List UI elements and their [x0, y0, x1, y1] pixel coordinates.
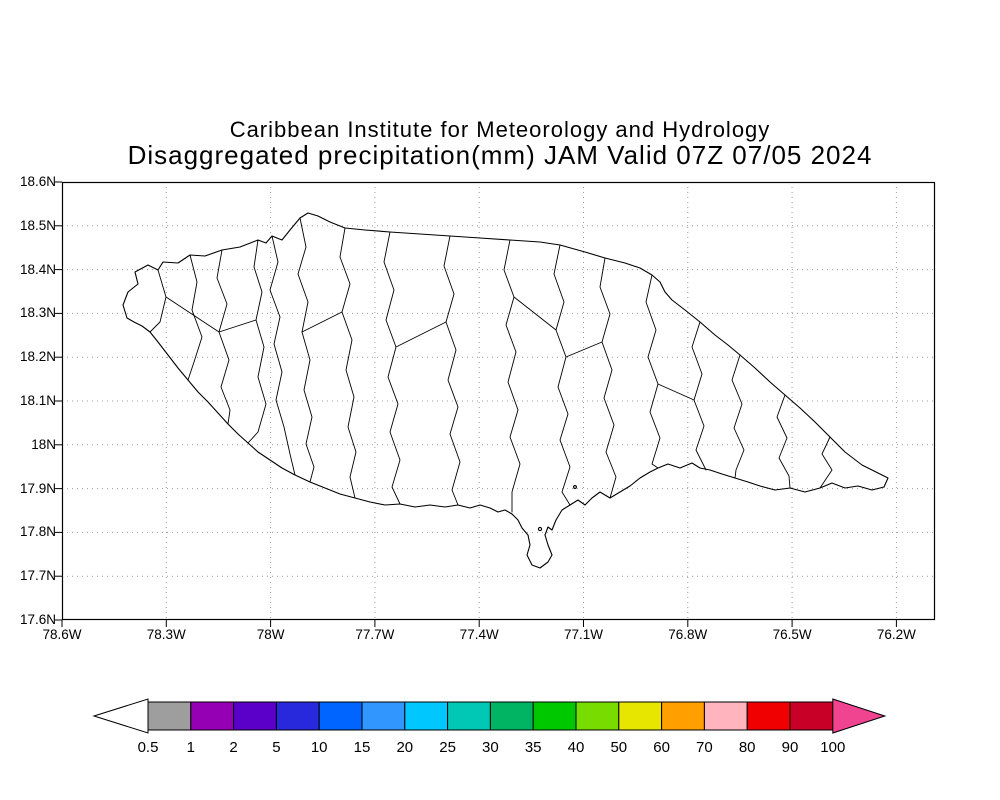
colorbar-segment — [447, 701, 491, 731]
lat-label: 18.3N — [19, 305, 56, 321]
colorbar-tick-label: 80 — [739, 739, 756, 756]
colorbar-tick-label: 0.5 — [138, 739, 159, 756]
watershed-boundary — [216, 249, 231, 425]
lat-label: 17.9N — [19, 480, 56, 496]
lon-label: 77.7W — [355, 627, 395, 642]
colorbar-tick-label: 20 — [396, 739, 413, 756]
watershed-boundary — [149, 269, 167, 333]
jamaica-coastline — [122, 212, 889, 569]
colorbar-tick-label: 15 — [354, 739, 371, 756]
page-title: Caribbean Institute for Meteorology and … — [229, 117, 771, 142]
watershed-boundary — [691, 321, 707, 471]
watershed-boundary — [383, 231, 401, 505]
lat-label: 18.4N — [19, 261, 56, 277]
watershed-boundary — [187, 254, 203, 381]
colorbar-segment — [233, 701, 277, 731]
colorbar-segment — [618, 701, 663, 731]
colorbar-tick-label: 2 — [229, 739, 237, 756]
watershed-boundary — [339, 227, 357, 499]
colorbar-tick-label: 25 — [439, 739, 456, 756]
watershed-boundary — [301, 311, 343, 333]
islet — [573, 485, 577, 489]
watershed-boundary — [819, 436, 833, 489]
colorbar-segment — [746, 701, 791, 731]
watershed-boundary — [565, 341, 603, 358]
jamaica-map-layer — [122, 212, 889, 569]
watershed-boundary — [513, 296, 557, 331]
grid-layer — [55, 181, 935, 627]
watershed-boundary — [503, 239, 521, 513]
lat-label: 18.6N — [19, 174, 56, 189]
colorbar-tick-label: 90 — [782, 739, 799, 756]
colorbar-segment — [575, 701, 620, 731]
colorbar-tick-label: 10 — [311, 739, 328, 756]
colorbar-segment — [361, 701, 406, 731]
lon-label: 76.8W — [668, 627, 708, 642]
colorbar-tick-label: 1 — [187, 739, 195, 756]
colorbar-segment — [190, 701, 235, 731]
colorbar-tick-label: 5 — [272, 739, 280, 756]
watershed-boundary — [218, 319, 257, 333]
lon-label: 77.4W — [459, 627, 499, 642]
watershed-boundary — [645, 274, 661, 469]
lon-label: 78.6W — [42, 627, 82, 642]
lon-label: 77.1W — [563, 627, 604, 642]
plot-frame — [61, 181, 936, 621]
page-subtitle: Disaggregated precipitation(mm) JAM Vali… — [127, 140, 873, 170]
watershed-boundary — [657, 383, 695, 401]
watershed-boundary — [731, 354, 745, 479]
colorbar-tick-label: 100 — [820, 739, 845, 756]
colorbar-segment — [789, 701, 834, 731]
colorbar-segment — [489, 701, 534, 731]
watershed-boundary — [297, 217, 315, 483]
colorbar-segment — [318, 701, 363, 731]
lat-label: 17.7N — [19, 568, 56, 584]
precipitation-colorbar: 0.5 1 2 5 10 15 20 25 30 35 40 50 60 70 80 90 100 — [92, 698, 887, 756]
colorbar-tick-label: 30 — [482, 739, 499, 756]
lon-label: 76.5W — [772, 627, 812, 642]
watershed-boundary — [247, 239, 267, 444]
colorbar-segment — [703, 701, 748, 731]
colorbar-left-arrow — [92, 698, 149, 734]
colorbar-tick-label: 50 — [610, 739, 627, 756]
watershed-boundary — [599, 257, 617, 499]
watershed-boundary — [395, 321, 447, 348]
lat-label: 17.6N — [19, 612, 56, 627]
lon-label: 78.3W — [146, 627, 186, 642]
lat-label: 18N — [31, 436, 56, 452]
colorbar-tick-label: 70 — [696, 739, 713, 756]
colorbar-tick-label: 40 — [568, 739, 585, 756]
watershed-boundary — [443, 235, 461, 506]
colorbar-segment — [661, 701, 705, 731]
lat-label: 18.1N — [19, 393, 56, 408]
colorbar-tick-label: 35 — [525, 739, 542, 756]
lon-label: 76.2W — [876, 627, 916, 642]
colorbar-segment — [275, 701, 320, 731]
watershed-boundary — [165, 296, 220, 333]
map-plot — [55, 181, 936, 627]
colorbar-tick-label: 60 — [653, 739, 670, 756]
lat-label: 17.8N — [19, 524, 56, 540]
watershed-boundary — [776, 394, 791, 489]
watershed-boundary — [269, 235, 296, 476]
watershed-boundary — [553, 244, 571, 506]
colorbar-segment — [404, 701, 449, 731]
colorbar-segment — [147, 701, 192, 731]
islet — [537, 526, 543, 532]
colorbar-right-arrow — [832, 698, 887, 734]
lat-label: 18.5N — [19, 217, 56, 233]
lat-label: 18.2N — [19, 349, 56, 365]
colorbar-segment — [532, 701, 577, 731]
lon-label: 78W — [256, 627, 285, 642]
